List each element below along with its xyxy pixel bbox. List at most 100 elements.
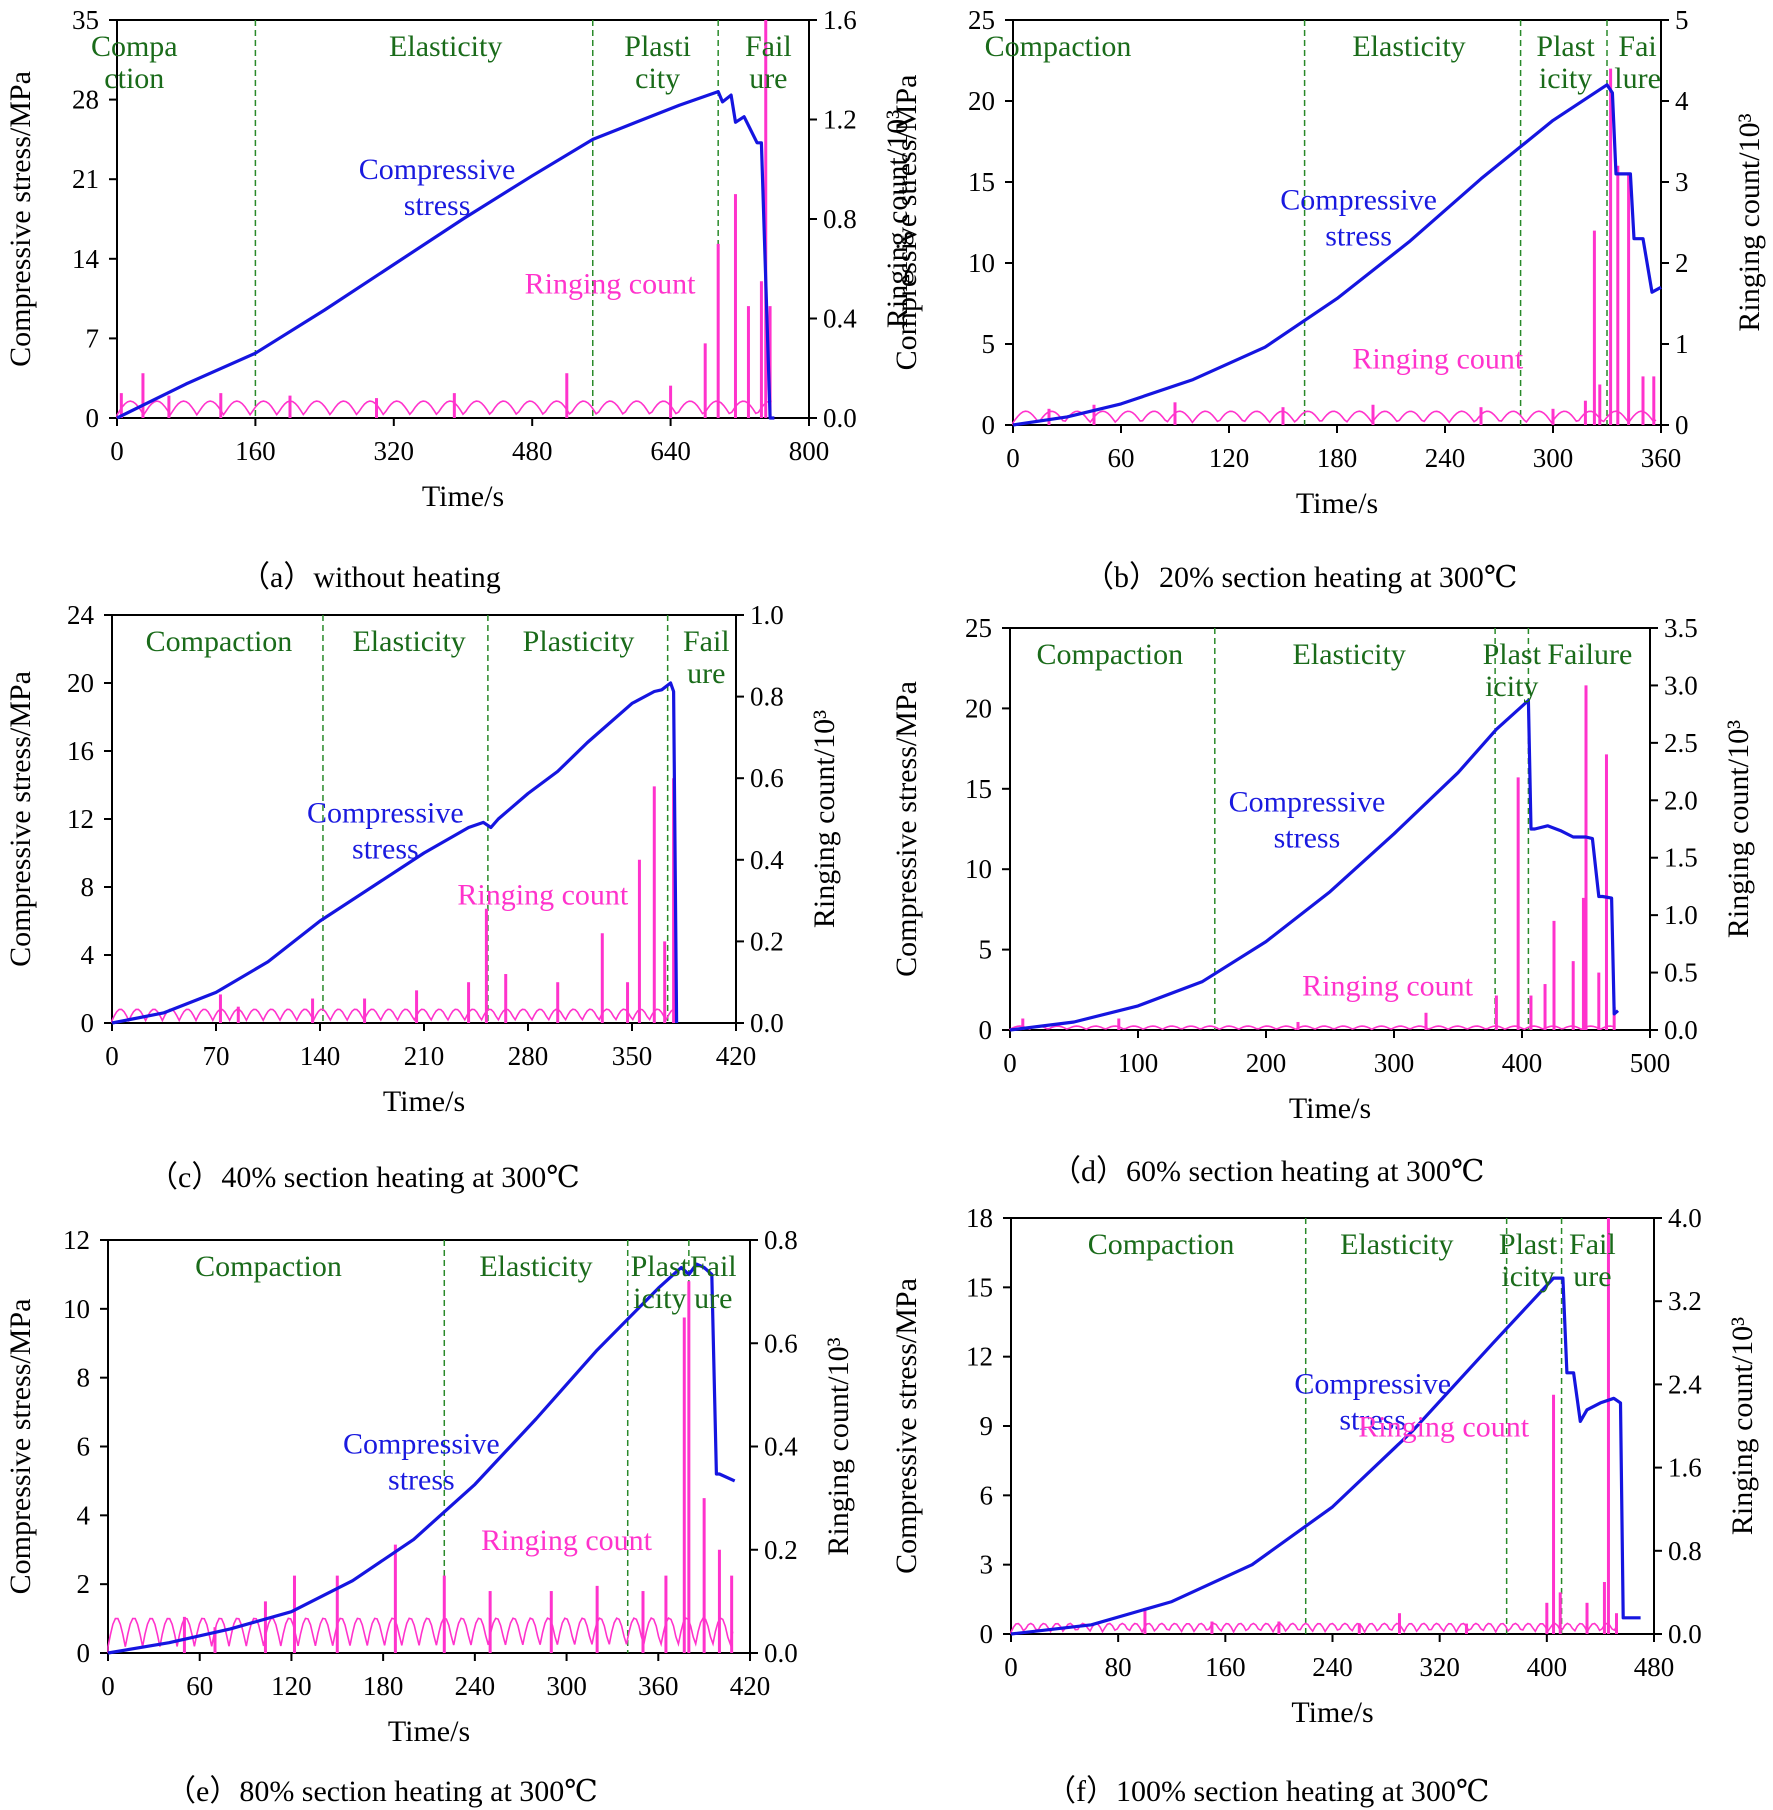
y-axis-label: Compressive stress/MPa bbox=[4, 1299, 37, 1595]
stage-label: Compaction bbox=[1037, 638, 1184, 671]
y2-tick-label: 0.8 bbox=[823, 204, 857, 234]
stage-label: ure bbox=[749, 62, 787, 95]
y2-tick-label: 0.8 bbox=[750, 682, 784, 712]
x-tick-label: 0 bbox=[105, 1041, 119, 1071]
y-tick-label: 4 bbox=[77, 1500, 91, 1530]
x-axis-label: Time/s bbox=[1289, 1092, 1371, 1125]
plot-frame bbox=[1009, 627, 1651, 1031]
stage-label: ure bbox=[1573, 1260, 1611, 1293]
y-tick-label: 20 bbox=[965, 693, 992, 723]
stage-label: Compaction bbox=[985, 30, 1132, 63]
ringing-count-noise bbox=[1009, 1025, 1616, 1031]
y2-tick-label: 3 bbox=[1675, 167, 1689, 197]
stage-label: Plast bbox=[1536, 30, 1595, 63]
stage-label: lure bbox=[1614, 62, 1661, 95]
chart-caption: （c）40% section heating at 300℃ bbox=[148, 1161, 580, 1194]
chart-panel-d: 0 100 200 300 400 500 0 5 10 15 20 25 0.0 0.5 1.0 1.5 2.… bbox=[886, 600, 1773, 1200]
ringing-count-noise bbox=[1012, 410, 1657, 425]
y-tick-label: 35 bbox=[72, 5, 99, 35]
y2-tick-label: 0.0 bbox=[823, 403, 857, 433]
y-tick-label: 21 bbox=[72, 164, 99, 194]
x-axis-label: Time/s bbox=[1291, 1696, 1373, 1729]
stage-label: ure bbox=[694, 1282, 732, 1315]
x-tick-label: 480 bbox=[512, 436, 553, 466]
y2-tick-label: 5 bbox=[1675, 5, 1689, 35]
y2-tick-label: 0.0 bbox=[764, 1638, 798, 1668]
compressive-stress-line bbox=[1012, 83, 1662, 427]
ringing-count-noise bbox=[111, 1008, 677, 1023]
compressive-stress-annotation: Compressive bbox=[1229, 785, 1386, 818]
y-tick-label: 0 bbox=[86, 403, 100, 433]
stage-label: Fail bbox=[683, 625, 730, 658]
stage-label: Failure bbox=[1547, 638, 1632, 671]
x-tick-label: 240 bbox=[1425, 443, 1466, 473]
chart-svg: 0 70 140 210 280 350 420 0 4 8 12 16 20 24 0.0 0.2 0.4 0.… bbox=[4, 600, 841, 1118]
x-tick-label: 180 bbox=[1317, 443, 1358, 473]
x-axis-label: Time/s bbox=[388, 1715, 470, 1748]
ringing-count-noise bbox=[107, 1617, 734, 1653]
stage-label: icity bbox=[1539, 62, 1592, 95]
y-tick-label: 12 bbox=[966, 1342, 993, 1372]
x-tick-label: 300 bbox=[546, 1671, 587, 1701]
ringing-count-annotation: Ringing count bbox=[481, 1524, 652, 1557]
stage-label: Elasticity bbox=[1340, 1228, 1453, 1261]
ringing-count-annotation: Ringing count bbox=[1352, 342, 1523, 375]
y-tick-label: 25 bbox=[968, 5, 995, 35]
y-tick-label: 7 bbox=[86, 323, 100, 353]
compressive-stress-line bbox=[1009, 698, 1620, 1032]
compressive-stress-annotation: stress bbox=[404, 189, 471, 222]
y2-tick-label: 0.4 bbox=[764, 1432, 798, 1462]
y2-tick-label: 3.2 bbox=[1668, 1286, 1702, 1316]
y2-tick-label: 0.2 bbox=[764, 1535, 798, 1565]
y-tick-label: 20 bbox=[968, 86, 995, 116]
y-tick-label: 12 bbox=[67, 804, 94, 834]
compressive-stress-annotation: Compressive bbox=[1294, 1368, 1451, 1401]
y2-axis-label: Ringing count/10³ bbox=[1726, 1317, 1759, 1535]
y-tick-label: 28 bbox=[72, 85, 99, 115]
chart-caption: （d）60% section heating at 300℃ bbox=[1051, 1155, 1485, 1188]
x-tick-label: 180 bbox=[363, 1671, 404, 1701]
x-tick-label: 160 bbox=[235, 436, 276, 466]
chart-panel-f: 0 80 160 240 320 400 480 0 3 6 9 12 15 18 0.0 0.8 1.6 2.4… bbox=[886, 1203, 1773, 1808]
ringing-count-annotation: Ringing count bbox=[1302, 970, 1473, 1003]
stage-label: Compaction bbox=[1088, 1228, 1235, 1261]
x-tick-label: 200 bbox=[1246, 1048, 1287, 1078]
y-tick-label: 6 bbox=[77, 1432, 91, 1462]
chart-caption: （b）20% section heating at 300℃ bbox=[1084, 561, 1518, 594]
x-tick-label: 420 bbox=[716, 1041, 757, 1071]
compressive-stress-annotation: stress bbox=[352, 832, 419, 865]
y-tick-label: 14 bbox=[72, 244, 100, 274]
x-tick-label: 160 bbox=[1205, 1652, 1246, 1682]
ringing-count-noise bbox=[1010, 1622, 1618, 1634]
y2-axis-label: Ringing count/10³ bbox=[1722, 720, 1755, 938]
x-tick-label: 320 bbox=[1419, 1652, 1460, 1682]
y-tick-label: 12 bbox=[63, 1225, 90, 1255]
compressive-stress-annotation: Compressive bbox=[1280, 184, 1437, 217]
stage-label: Elasticity bbox=[479, 1250, 592, 1283]
stage-label: Fai bbox=[1618, 30, 1656, 63]
x-tick-label: 100 bbox=[1118, 1048, 1159, 1078]
y2-tick-label: 3.5 bbox=[1664, 613, 1698, 643]
x-tick-label: 350 bbox=[612, 1041, 653, 1071]
x-axis-label: Time/s bbox=[422, 480, 504, 513]
y-tick-label: 0 bbox=[980, 1619, 994, 1649]
compressive-stress-line bbox=[107, 1262, 736, 1655]
stage-label: ction bbox=[104, 62, 164, 95]
x-tick-label: 240 bbox=[1312, 1652, 1353, 1682]
y-tick-label: 15 bbox=[966, 1272, 993, 1302]
x-tick-label: 300 bbox=[1533, 443, 1574, 473]
stage-label: Compaction bbox=[146, 625, 293, 658]
y-tick-label: 10 bbox=[968, 248, 995, 278]
x-tick-label: 140 bbox=[300, 1041, 341, 1071]
y2-tick-label: 2.4 bbox=[1668, 1369, 1702, 1399]
y2-tick-label: 2 bbox=[1675, 248, 1689, 278]
stage-label: icity bbox=[633, 1282, 686, 1315]
compressive-stress-line bbox=[1010, 1276, 1641, 1636]
stage-label: Fail bbox=[745, 30, 792, 63]
x-tick-label: 0 bbox=[1004, 1652, 1018, 1682]
x-tick-label: 0 bbox=[110, 436, 124, 466]
compressive-stress-annotation: stress bbox=[1274, 821, 1341, 854]
stage-label: Elasticity bbox=[352, 625, 465, 658]
y2-tick-label: 0.0 bbox=[750, 1008, 784, 1038]
x-tick-label: 0 bbox=[101, 1671, 115, 1701]
